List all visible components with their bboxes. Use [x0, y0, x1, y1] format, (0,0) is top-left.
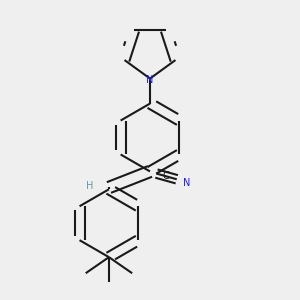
Text: C: C [162, 171, 169, 181]
Text: N: N [146, 75, 154, 85]
Text: N: N [183, 178, 190, 188]
Text: H: H [85, 181, 93, 191]
